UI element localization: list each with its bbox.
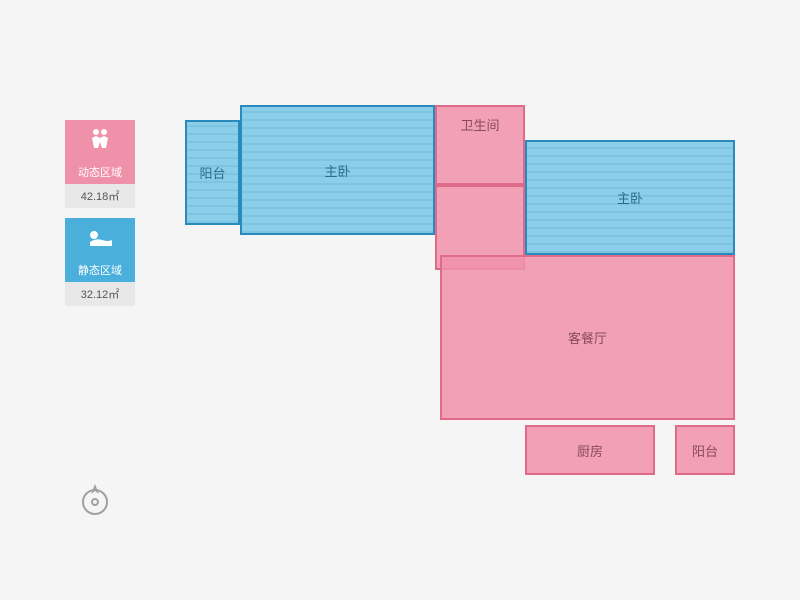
rest-icon [65,218,135,258]
room-label-master-bedroom-2: 主卧 [617,188,643,207]
room-label-kitchen: 厨房 [577,441,603,460]
legend-dynamic-value: 42.18㎡ [65,184,135,208]
room-label-living-dining: 客餐厅 [568,328,607,347]
compass-icon [76,480,114,518]
room-living-dining: 客餐厅 [440,255,735,420]
room-balcony-left: 阳台 [185,120,240,225]
room-master-bedroom-1: 主卧 [240,105,435,235]
room-bathroom: 卫生间 [435,105,525,185]
legend-static-value: 32.12㎡ [65,282,135,306]
legend-static-label: 静态区域 [65,258,135,282]
room-label-master-bedroom-1: 主卧 [324,161,350,180]
people-icon [65,120,135,160]
room-balcony-right: 阳台 [675,425,735,475]
room-master-bedroom-2: 主卧 [525,140,735,255]
room-label-balcony-left: 阳台 [199,163,225,182]
floorplan-container: 阳台主卧卫生间主卧客餐厅厨房阳台 [185,105,740,475]
room-kitchen: 厨房 [525,425,655,475]
legend-dynamic: 动态区域 42.18㎡ [65,120,135,208]
legend-dynamic-label: 动态区域 [65,160,135,184]
legend-static: 静态区域 32.12㎡ [65,218,135,306]
room-label-bathroom: 卫生间 [460,115,499,134]
room-label-balcony-right: 阳台 [692,441,718,460]
